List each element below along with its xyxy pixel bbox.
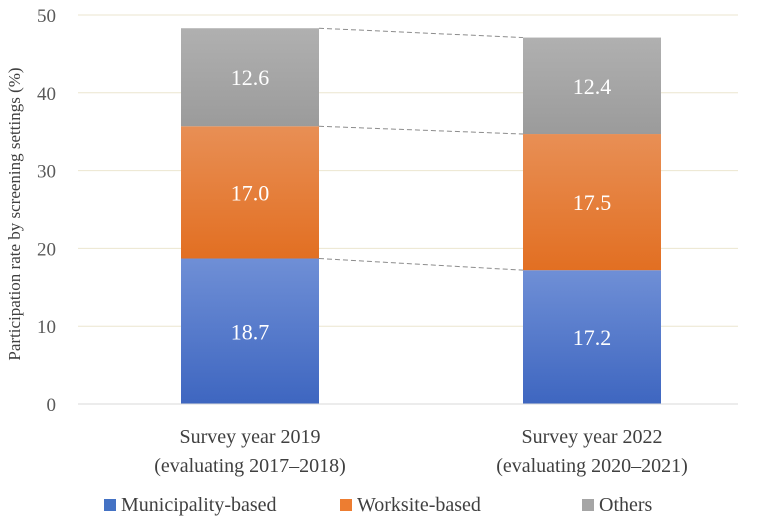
category-sublabel: (evaluating 2017–2018) — [154, 455, 346, 477]
bar-segment — [181, 258, 319, 404]
data-label: 17.5 — [573, 190, 612, 215]
y-tick-label: 0 — [47, 395, 57, 416]
y-tick-label: 20 — [37, 239, 56, 260]
y-axis-label: Participation rate by screening settings… — [5, 67, 24, 360]
x-axis-categories: Survey year 2019 (evaluating 2017–2018) Su… — [154, 426, 688, 477]
data-label: 17.2 — [573, 325, 612, 350]
data-label: 17.0 — [231, 180, 270, 205]
category-label: Survey year 2022 — [521, 426, 662, 448]
legend-label: Municipality-based — [121, 494, 277, 516]
bar-segment — [181, 126, 319, 259]
data-label: 12.6 — [231, 65, 270, 90]
y-tick-label: 40 — [37, 84, 56, 105]
bar-segment — [181, 28, 319, 127]
data-label: 18.7 — [231, 319, 270, 344]
connector-line — [318, 27, 524, 39]
connector-line — [318, 125, 524, 135]
y-tick-label: 50 — [37, 6, 56, 27]
y-tick-label: 30 — [37, 162, 56, 183]
legend-swatch — [340, 499, 352, 511]
y-tick-label: 10 — [37, 317, 56, 338]
legend-swatch — [104, 499, 116, 511]
y-axis-ticks: 0 10 20 30 40 50 — [37, 6, 56, 416]
category-label: Survey year 2019 — [179, 426, 320, 448]
legend-swatch — [582, 499, 594, 511]
connector-lines — [318, 27, 524, 271]
category-sublabel: (evaluating 2020–2021) — [496, 455, 688, 477]
bar-segment — [523, 270, 661, 404]
data-label: 12.4 — [573, 74, 612, 99]
bars: 18.7 17.0 12.6 17.2 17.5 12.4 — [181, 28, 661, 404]
bar-segment — [523, 37, 661, 135]
legend-label: Worksite-based — [357, 494, 481, 516]
bar-segment — [523, 134, 661, 271]
connector-line — [318, 258, 524, 271]
legend-label: Others — [599, 494, 653, 516]
legend: Municipality-based Worksite-based Others — [104, 494, 653, 516]
